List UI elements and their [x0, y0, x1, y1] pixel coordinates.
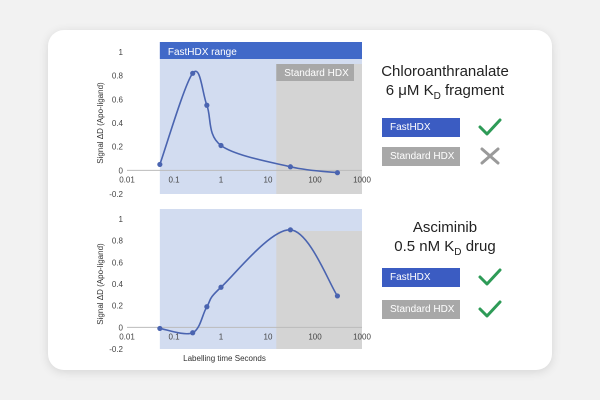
bottom-point-0	[157, 325, 163, 332]
top-x-tick-4: 100	[308, 175, 322, 184]
top-point-0	[157, 161, 163, 168]
top-band-header	[159, 42, 362, 59]
bottom-panel: -0.2 0 0.2 0.4 0.6 0.8 1 0.01 0.1 1 10 100 1000 Signa…	[96, 209, 371, 363]
top-y-tick-5: 0.8	[112, 72, 124, 81]
top-y-tick-4: 0.6	[112, 95, 124, 104]
bottom-x-tick-2: 1	[219, 332, 224, 341]
top-x-tick-5: 1000	[353, 175, 371, 184]
check-icon	[478, 268, 502, 286]
bottom-x-tick-1: 0.1	[168, 332, 180, 341]
cross-icon	[480, 147, 500, 165]
top-x-tick-1: 0.1	[168, 175, 180, 184]
top-legend-fasthdx: FastHDX	[382, 118, 460, 137]
bottom-y-tick-0: -0.2	[109, 345, 123, 354]
top-y-tick-3: 0.4	[112, 119, 124, 128]
top-y-tick-0: -0.2	[109, 190, 123, 199]
top-y-axis-label: Signal ΔD (Apo-ligand)	[96, 82, 105, 164]
bottom-point-2	[204, 304, 210, 310]
top-point-5	[334, 170, 341, 176]
bottom-standard-check-icon	[478, 300, 502, 318]
bottom-y-tick-4: 0.6	[112, 258, 124, 267]
top-band-label-fasthdx: FastHDX range	[168, 47, 237, 58]
bottom-x-tick-0: 0.01	[119, 332, 135, 341]
top-title-line1: Chloroanthranalate	[381, 63, 509, 80]
bottom-y-axis-label: Signal ΔD (Apo-ligand)	[96, 243, 105, 325]
check-icon	[478, 118, 502, 136]
top-point-2	[204, 102, 210, 108]
bottom-title: Asciminib 0.5 nM KD drug	[370, 218, 520, 262]
top-panel: FastHDX range Standard HDX -0.2 0 0.2 0.4 0.6 0…	[96, 42, 371, 199]
bottom-point-4	[287, 227, 294, 233]
bottom-fasthdx-check-icon	[478, 268, 502, 286]
bottom-x-tick-4: 100	[308, 332, 322, 341]
top-title-line2: 6 μM KD fragment	[385, 82, 505, 102]
top-point-3	[218, 142, 224, 149]
bottom-y-tick-3: 0.4	[112, 280, 124, 289]
check-icon	[478, 300, 502, 318]
top-band-label-standard: Standard HDX	[284, 68, 349, 79]
bottom-title-line1: Asciminib	[412, 219, 478, 236]
bottom-point-5	[334, 293, 341, 299]
bottom-legend-standard: Standard HDX	[382, 300, 460, 319]
bottom-y-tick-2: 0.2	[112, 302, 124, 311]
top-y-tick-2: 0.2	[112, 143, 124, 152]
top-y-tick-6: 1	[119, 48, 124, 57]
bottom-point-3	[218, 284, 224, 290]
bottom-y-tick-5: 0.8	[112, 237, 124, 246]
top-fasthdx-check-icon	[478, 118, 502, 136]
bottom-x-tick-3: 10	[264, 332, 273, 341]
bottom-band-1	[276, 231, 362, 349]
bottom-y-tick-1: 0	[119, 323, 124, 332]
top-point-1	[190, 70, 196, 76]
top-y-tick-1: 0	[119, 166, 124, 175]
top-x-tick-2: 1	[219, 175, 224, 184]
top-title: Chloroanthranalate 6 μM KD fragment	[370, 62, 520, 106]
bottom-x-axis-label: Labelling time Seconds	[183, 354, 266, 363]
top-band-1	[276, 64, 362, 194]
bottom-point-1	[190, 330, 196, 336]
top-standard-cross-icon	[480, 147, 500, 165]
top-point-4	[287, 164, 294, 170]
bottom-x-tick-5: 1000	[353, 332, 371, 341]
top-band-label-box	[276, 64, 354, 81]
top-x-tick-3: 10	[264, 175, 273, 184]
top-x-tick-0: 0.01	[119, 175, 135, 184]
bottom-title-line2: 0.5 nM KD drug	[394, 238, 496, 258]
bottom-y-tick-6: 1	[119, 215, 124, 224]
bottom-legend-fasthdx: FastHDX	[382, 268, 460, 287]
top-legend-standard: Standard HDX	[382, 147, 460, 166]
